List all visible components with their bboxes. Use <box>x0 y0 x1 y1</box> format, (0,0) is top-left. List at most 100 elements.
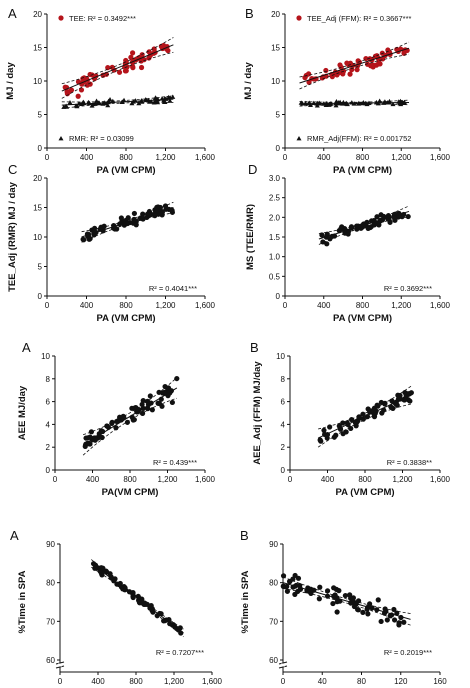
data-point <box>105 65 111 71</box>
series-data <box>82 375 180 456</box>
legend-label: TEE_Adj (FFM): R² = 0.3667*** <box>307 14 411 23</box>
r2-annotation: R² = 0.7207*** <box>156 648 204 657</box>
data-point <box>368 63 374 69</box>
y-axis-title: %Time in SPA <box>17 570 28 633</box>
data-point <box>321 427 327 433</box>
y-axis-title: TEE_Adj (RMR) MJ / day <box>7 181 18 292</box>
y-tick-label: 3.0 <box>269 174 281 183</box>
x-tick-label: 1,600 <box>430 475 451 484</box>
data-point <box>377 98 383 103</box>
x-tick-label: 400 <box>80 301 94 310</box>
fit-line <box>82 387 178 446</box>
axis-break-gap <box>281 663 285 667</box>
confidence-band-lower <box>61 51 174 99</box>
data-point <box>324 241 330 247</box>
confidence-band-lower <box>61 101 174 109</box>
data-point <box>67 100 73 105</box>
data-point <box>169 399 175 406</box>
panel-label: A <box>8 6 17 21</box>
x-tick-label: 1,600 <box>195 475 216 484</box>
y-axis-title: AEE_Adj (FFM) MJ/day <box>252 361 263 465</box>
chart-panel-p4: D 0 0.5 1.0 1.5 2.0 2.5 3.0 0 400 800 1,200 1,600 PA … <box>245 162 451 324</box>
data-point <box>407 398 413 404</box>
data-point <box>334 599 340 605</box>
data-point <box>382 401 388 407</box>
data-point <box>115 418 121 424</box>
x-tick-label: 0 <box>283 153 288 162</box>
data-point <box>284 588 291 594</box>
x-axis-title: PA (VM CPM) <box>333 313 392 324</box>
data-point <box>365 611 371 617</box>
y-tick-label: 0 <box>276 144 281 153</box>
x-tick-label: 0 <box>45 153 50 162</box>
x-tick-label: 0 <box>288 475 293 484</box>
y-tick-label: 60 <box>269 656 278 665</box>
x-tick-label: 120 <box>394 677 408 686</box>
y-tick-label: 15 <box>33 204 42 213</box>
x-tick-label: 800 <box>123 475 137 484</box>
data-point <box>344 60 350 66</box>
data-point <box>75 93 81 99</box>
data-point <box>149 407 155 413</box>
data-point <box>167 98 173 103</box>
data-point <box>62 84 68 90</box>
y-axis-title: MJ / day <box>243 62 254 100</box>
data-point <box>74 103 80 109</box>
y-tick-label: 0 <box>276 292 281 301</box>
y-axis-title: %Time in SPA <box>240 570 251 633</box>
y-tick-label: 4 <box>281 420 286 429</box>
panel-label: A <box>22 340 31 355</box>
r2-annotation: R² = 0.3838** <box>387 458 432 467</box>
x-tick-label: 1,600 <box>430 301 451 310</box>
panel-label: B <box>250 340 259 355</box>
panel-label: D <box>248 162 257 177</box>
y-tick-label: 80 <box>46 579 55 588</box>
x-tick-label: 400 <box>80 153 94 162</box>
data-point <box>147 393 153 399</box>
data-point <box>105 102 111 108</box>
x-tick-label: 1,200 <box>164 677 185 686</box>
y-tick-label: 6 <box>46 398 51 407</box>
data-point <box>129 50 136 56</box>
x-tick-label: 0 <box>281 677 286 686</box>
legend-marker-triangle <box>58 136 64 141</box>
confidence-band-lower <box>82 397 178 456</box>
y-tick-label: 8 <box>46 375 51 384</box>
data-point <box>68 87 75 93</box>
data-point <box>123 57 129 64</box>
data-point <box>133 222 139 228</box>
axis-break-mark <box>278 661 288 665</box>
data-point <box>360 609 366 615</box>
data-point <box>330 600 336 607</box>
data-point <box>354 67 360 73</box>
data-point <box>113 425 119 431</box>
series-tee <box>61 37 174 99</box>
y-tick-label: 10 <box>271 77 280 86</box>
confidence-band-upper <box>299 41 410 78</box>
confidence-band-upper <box>282 576 411 614</box>
y-tick-label: 4 <box>46 420 51 429</box>
series-rmr <box>61 94 176 109</box>
data-point <box>280 583 286 589</box>
data-point <box>140 398 146 404</box>
x-tick-label: 0 <box>45 301 50 310</box>
confidence-band-upper <box>61 37 174 85</box>
data-point <box>334 72 340 78</box>
legend-marker-circle <box>296 15 302 21</box>
fit-line <box>61 98 174 106</box>
x-axis-title: PA (VM CPM) <box>335 487 394 498</box>
y-tick-label: 15 <box>33 44 42 53</box>
data-point <box>139 410 146 416</box>
data-point <box>331 585 337 591</box>
data-point <box>374 402 380 408</box>
fit-line <box>61 44 174 92</box>
legend-marker-circle <box>58 15 64 21</box>
y-tick-label: 10 <box>276 352 285 361</box>
y-tick-label: 1.5 <box>269 233 281 242</box>
y-tick-label: 2.0 <box>269 213 281 222</box>
y-tick-label: 0 <box>38 144 43 153</box>
data-point <box>295 575 302 581</box>
y-tick-label: 10 <box>33 77 42 86</box>
